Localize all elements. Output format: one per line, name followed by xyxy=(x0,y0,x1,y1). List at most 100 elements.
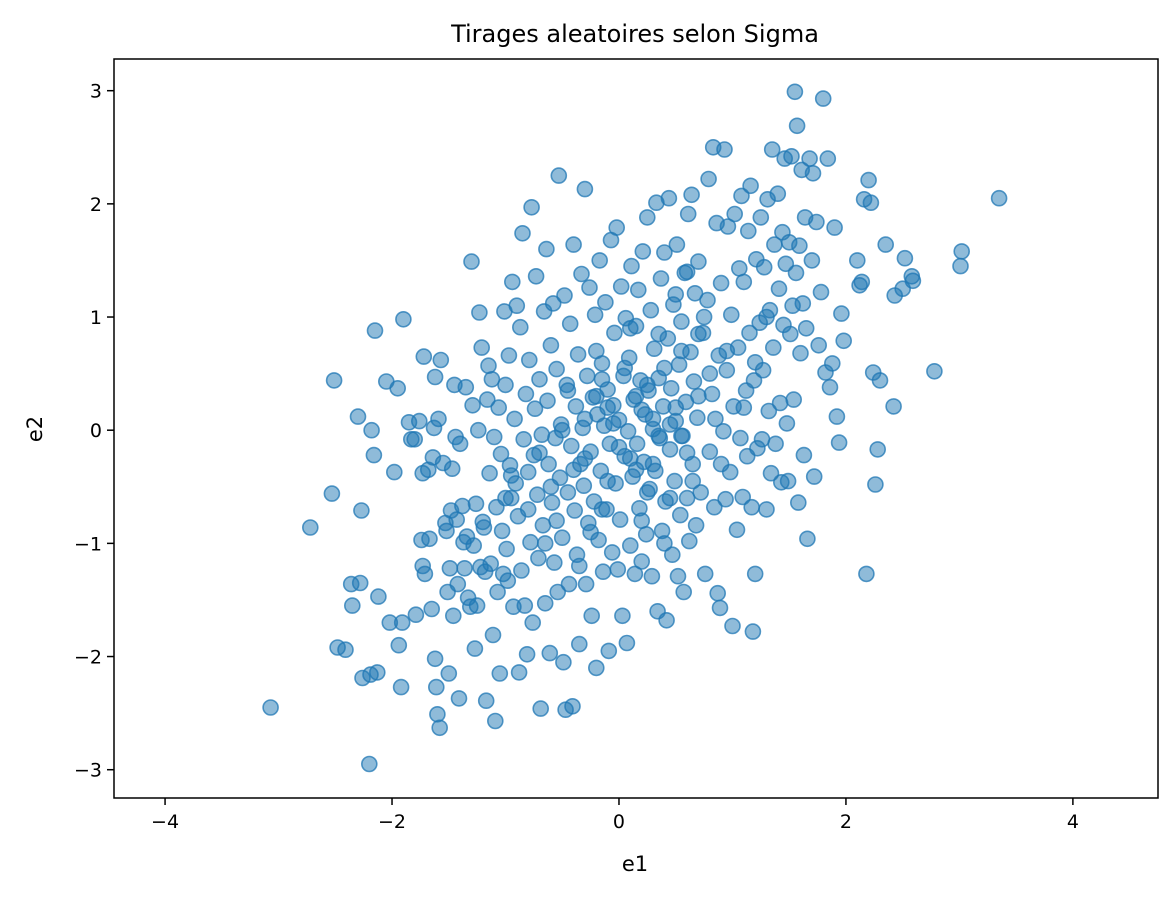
data-point xyxy=(621,319,639,337)
data-point xyxy=(301,519,319,536)
data-point xyxy=(616,359,634,377)
data-point xyxy=(503,273,521,291)
data-point xyxy=(565,236,582,253)
data-point xyxy=(637,525,655,543)
data-point xyxy=(567,398,585,415)
data-point xyxy=(830,434,848,451)
data-point xyxy=(794,295,812,312)
data-point xyxy=(679,205,697,223)
data-point xyxy=(668,236,686,253)
data-point xyxy=(553,421,571,439)
y-tick-label: −1 xyxy=(74,533,102,555)
data-point xyxy=(490,399,508,416)
x-tick-label: −2 xyxy=(378,811,406,833)
data-point xyxy=(760,402,778,420)
data-point xyxy=(656,244,673,261)
data-point xyxy=(656,359,673,377)
data-point xyxy=(430,410,447,428)
data-point xyxy=(483,370,501,388)
data-point xyxy=(540,455,557,473)
data-point xyxy=(444,607,462,625)
data-point xyxy=(489,583,506,601)
data-point xyxy=(481,464,498,482)
data-point xyxy=(877,236,895,253)
data-point xyxy=(828,408,846,425)
data-point xyxy=(559,484,577,501)
data-point xyxy=(427,678,445,696)
data-point xyxy=(385,463,403,481)
data-point xyxy=(644,410,662,428)
data-point xyxy=(650,427,668,445)
data-point xyxy=(867,476,884,493)
data-point xyxy=(787,264,805,282)
data-point xyxy=(609,561,627,578)
data-point xyxy=(556,287,573,304)
data-point xyxy=(606,324,623,342)
data-point xyxy=(457,378,475,396)
data-point xyxy=(510,664,528,681)
data-point xyxy=(862,194,880,211)
data-point xyxy=(451,435,469,453)
data-point xyxy=(506,410,523,428)
data-point xyxy=(812,283,830,301)
data-point xyxy=(746,565,764,583)
data-point xyxy=(553,529,571,547)
data-point xyxy=(531,444,548,462)
data-point xyxy=(701,443,719,461)
data-point xyxy=(465,537,483,554)
data-point xyxy=(543,494,561,511)
x-tick-label: 4 xyxy=(1067,811,1079,833)
y-tick-label: −3 xyxy=(74,760,102,782)
y-tick-label: −2 xyxy=(74,647,102,669)
data-point xyxy=(594,563,612,581)
data-point xyxy=(671,506,689,524)
data-point xyxy=(480,357,497,375)
data-point xyxy=(746,353,764,371)
y-tick-label: 1 xyxy=(90,307,102,329)
data-point xyxy=(566,502,584,519)
data-point xyxy=(541,644,559,662)
data-point xyxy=(538,240,555,258)
data-point xyxy=(718,361,736,379)
data-point xyxy=(770,280,788,298)
data-point xyxy=(519,501,537,518)
data-point xyxy=(477,692,495,710)
data-point xyxy=(492,445,510,463)
data-point xyxy=(389,379,407,397)
data-point xyxy=(629,281,647,299)
data-point xyxy=(454,497,471,515)
data-point xyxy=(587,387,605,405)
data-point xyxy=(683,186,700,204)
data-point xyxy=(634,243,652,260)
data-point xyxy=(473,339,491,356)
data-point xyxy=(325,372,343,389)
data-point xyxy=(885,398,902,415)
data-point xyxy=(626,565,644,583)
data-point xyxy=(471,304,488,321)
data-point xyxy=(638,376,656,394)
data-point xyxy=(366,322,384,339)
y-tick-label: 3 xyxy=(90,81,102,103)
data-point xyxy=(526,400,544,418)
data-point xyxy=(530,549,547,567)
data-point xyxy=(781,325,799,343)
data-point xyxy=(599,399,616,416)
data-point xyxy=(690,253,707,270)
data-point xyxy=(528,486,546,504)
data-point xyxy=(707,410,724,428)
data-point xyxy=(744,623,762,640)
data-point xyxy=(619,422,637,440)
y-axis-label: e2 xyxy=(23,416,47,442)
data-point xyxy=(814,90,832,107)
data-point xyxy=(416,565,434,583)
x-axis-ticks: −4 −2 0 2 4 xyxy=(151,798,1079,833)
data-point xyxy=(670,356,688,373)
data-point xyxy=(533,426,551,444)
data-point xyxy=(661,416,679,433)
data-point xyxy=(673,313,690,330)
data-point xyxy=(500,347,518,364)
data-point xyxy=(587,659,605,677)
data-point xyxy=(642,301,660,319)
data-point xyxy=(370,588,387,605)
data-point xyxy=(536,535,554,552)
